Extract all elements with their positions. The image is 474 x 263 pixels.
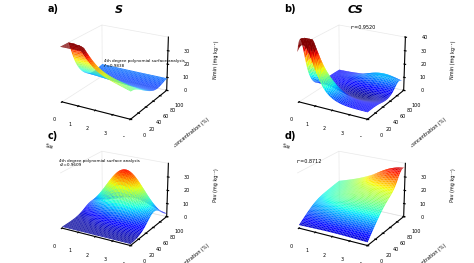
Text: 4th degree polynomial surface analysis
r2=0.9609: 4th degree polynomial surface analysis r… (59, 159, 140, 167)
Text: CS: CS (347, 5, 364, 15)
Y-axis label: Vinasse concentration (%): Vinasse concentration (%) (393, 117, 447, 161)
Y-axis label: Vinasse concentration (%): Vinasse concentration (%) (156, 117, 210, 161)
Text: S: S (115, 5, 122, 15)
Text: a): a) (47, 4, 58, 14)
Text: 4th degree polynomial surface analysis
r²=0.9838: 4th degree polynomial surface analysis r… (104, 59, 185, 68)
X-axis label: Sampling time (months): Sampling time (months) (282, 143, 341, 163)
Text: c): c) (47, 131, 57, 141)
Text: b): b) (284, 4, 296, 14)
X-axis label: Sampling time (months): Sampling time (months) (45, 143, 104, 163)
Text: r²=0.9520: r²=0.9520 (351, 25, 376, 30)
Y-axis label: Vinasse concentration (%): Vinasse concentration (%) (156, 243, 210, 263)
Y-axis label: Vinasse concentration (%): Vinasse concentration (%) (393, 243, 447, 263)
Text: r²=0.8712: r²=0.8712 (296, 159, 322, 164)
Text: d): d) (284, 131, 296, 141)
